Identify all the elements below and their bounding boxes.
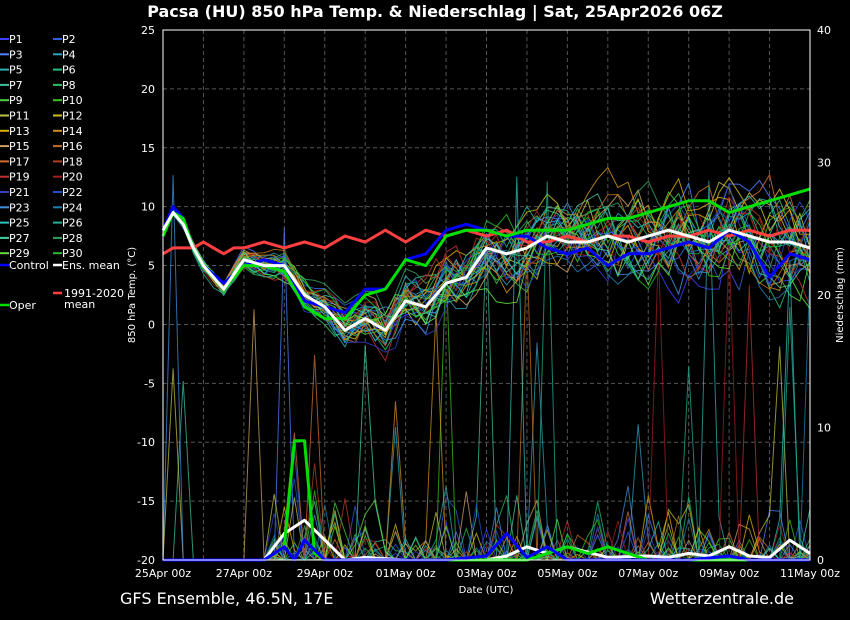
legend-entry: P1 <box>9 33 23 46</box>
legend-entry: P10 <box>62 94 83 107</box>
x-axis-label: Date (UTC) <box>459 585 514 596</box>
y2-axis-label: Niederschlag (mm) <box>835 247 846 343</box>
legend-entry: P24 <box>62 201 83 214</box>
legend-entry: P14 <box>62 125 83 138</box>
legend-entry: P20 <box>62 171 83 184</box>
x-tick-label: 27Apr 00z <box>216 567 273 580</box>
y-tick-label: 20 <box>141 83 155 96</box>
legend-entry: P22 <box>62 186 83 199</box>
series-oper <box>161 187 811 321</box>
x-tick-label: 25Apr 00z <box>135 567 192 580</box>
y-axis-label: 850 hPa Temp. (°C) <box>127 247 138 343</box>
axis-ticks: 25 20 15 10 5 0 -5 -10 -15 -20 40 30 20 10 0 25Apr 00z 2… <box>135 24 840 580</box>
grid-lines <box>162 29 811 561</box>
chart-title: Pacsa (HU) 850 hPa Temp. & Niederschlag … <box>147 2 723 22</box>
y-tick-label: -20 <box>137 554 155 567</box>
x-tick-label: 11May 00z <box>780 567 840 580</box>
y-tick-label: -15 <box>137 495 155 508</box>
legend-entry: P23 <box>9 201 30 214</box>
legend-entry: Oper <box>9 299 36 312</box>
x-tick-label: 29Apr 00z <box>297 567 354 580</box>
plot-frame <box>162 29 811 561</box>
footer-model-info: GFS Ensemble, 46.5N, 17E <box>120 589 333 608</box>
x-tick-label: 07May 00z <box>618 567 678 580</box>
legend-entry: P16 <box>62 140 83 153</box>
y-tick-label: -10 <box>137 436 155 449</box>
legend-entry: P27 <box>9 232 30 245</box>
y2-tick-label: 30 <box>817 157 831 170</box>
legend-entry: P19 <box>9 171 30 184</box>
legend-entry: P26 <box>62 217 83 230</box>
member-temp-line <box>162 196 811 362</box>
y-tick-label: 5 <box>148 260 155 273</box>
legend-entry: P25 <box>9 217 30 230</box>
legend-entry: P30 <box>62 247 83 260</box>
member-temp-line <box>162 201 811 341</box>
series-ens-mean-precip <box>163 518 811 562</box>
legend-entry: P21 <box>9 186 30 199</box>
y-tick-label: 15 <box>141 142 155 155</box>
legend-entry: P6 <box>62 64 76 77</box>
legend-entry: P4 <box>62 48 76 61</box>
legend-entry: P18 <box>62 155 83 168</box>
series-ens-mean <box>161 211 811 332</box>
member-temp-line <box>162 210 811 327</box>
legend-entry: Control <box>9 259 49 272</box>
legend-entry: 1991-2020 mean <box>64 287 124 311</box>
y2-tick-label: 10 <box>817 422 831 435</box>
x-tick-label: 05May 00z <box>537 567 597 580</box>
legend-entry: P13 <box>9 125 30 138</box>
legend-entry: P3 <box>9 48 23 61</box>
legend-entry: P8 <box>62 79 76 92</box>
legend-entry: P2 <box>62 33 76 46</box>
legend-entry: Ens. mean <box>62 259 120 272</box>
y2-tick-label: 0 <box>817 554 824 567</box>
legend-entry: P7 <box>9 79 23 92</box>
member-temp-line <box>162 182 811 353</box>
legend-entry: P28 <box>62 232 83 245</box>
y-tick-label: 10 <box>141 201 155 214</box>
legend-entry: P29 <box>9 247 30 260</box>
member-temp-line <box>162 209 811 324</box>
legend: P1 P2 P3 P4 P5 P6 P7 P8 P9 P10 P11 P12 P13 P14 P15 P16 P… <box>0 33 124 312</box>
legend-entry: P12 <box>62 110 83 123</box>
x-tick-label: 01May 00z <box>376 567 436 580</box>
legend-entry: P11 <box>9 110 30 123</box>
x-tick-label: 09May 00z <box>699 567 759 580</box>
y-tick-label: 25 <box>141 24 155 37</box>
footer-source: Wetterzentrale.de <box>650 589 794 608</box>
y-tick-label: 0 <box>148 318 155 331</box>
member-temp-line <box>162 204 811 325</box>
y-tick-label: -5 <box>144 377 155 390</box>
legend-entry: P17 <box>9 155 30 168</box>
y2-tick-label: 20 <box>817 289 831 302</box>
legend-entry: P15 <box>9 140 30 153</box>
y2-tick-label: 40 <box>817 24 831 37</box>
series-control-precip <box>163 532 810 562</box>
legend-entry: P9 <box>9 94 23 107</box>
legend-entry: P5 <box>9 64 23 77</box>
x-tick-label: 03May 00z <box>456 567 516 580</box>
